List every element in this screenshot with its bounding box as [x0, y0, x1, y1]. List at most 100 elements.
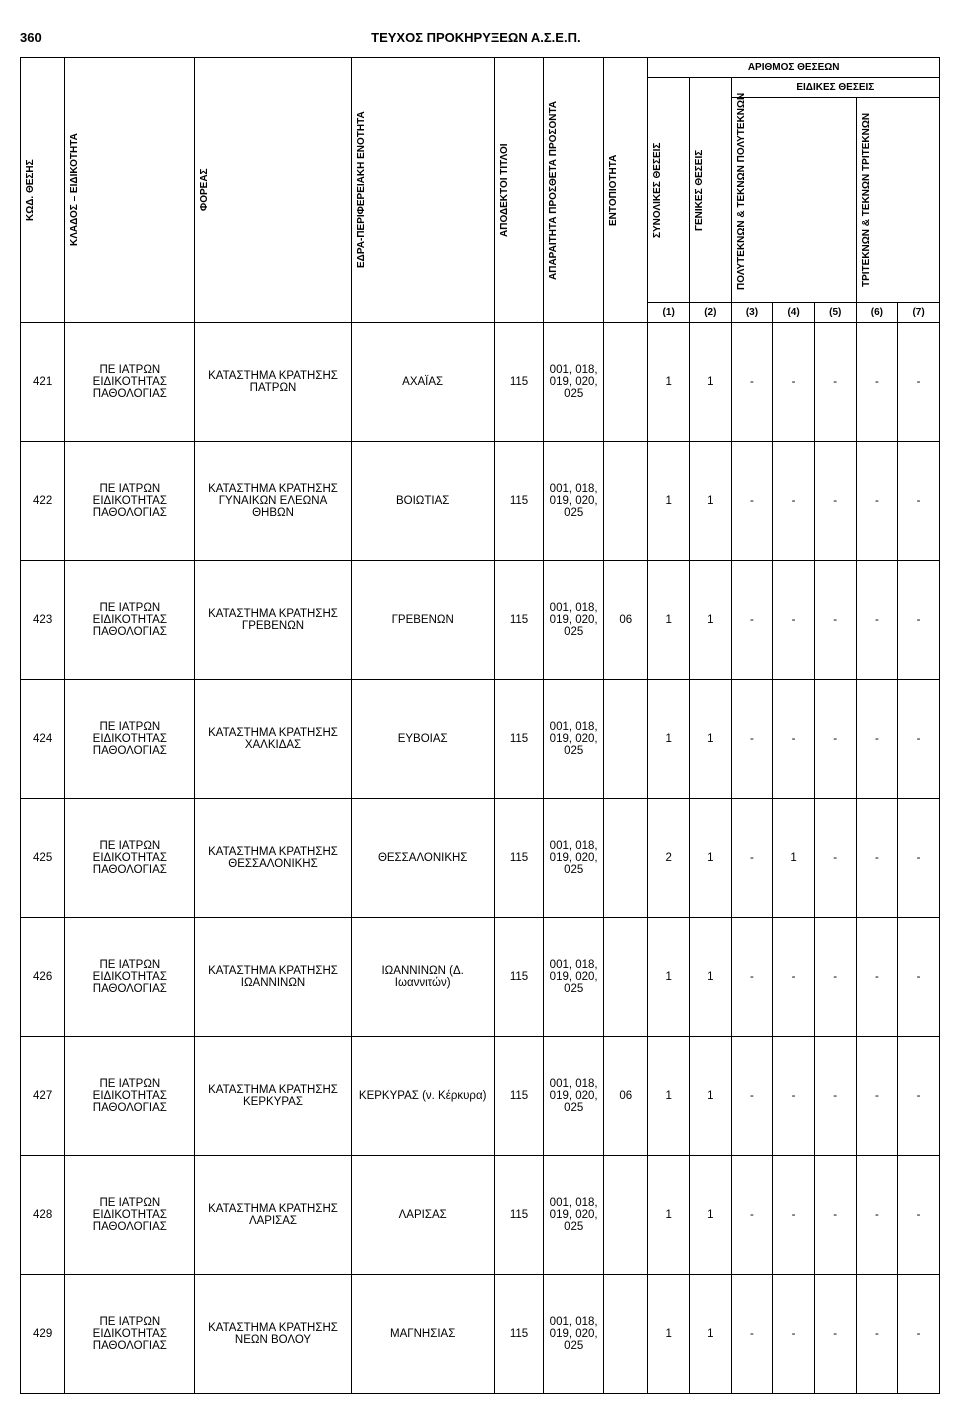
c1-cell: 2	[648, 799, 690, 918]
th-n3: (3)	[731, 303, 773, 323]
th-prosonta: ΑΠΑΡΑΙΤΗΤΑ ΠΡΟΣΘΕΤΑ ΠΡΟΣΟΝΤΑ	[546, 92, 561, 288]
th-n4: (4)	[773, 303, 815, 323]
c2-cell: 1	[689, 323, 731, 442]
page-title: ΤΕΥΧΟΣ ΠΡΟΚΗΡΥΞΕΩΝ Α.Σ.Ε.Π.	[371, 30, 580, 45]
c6-cell: -	[856, 1275, 898, 1394]
c2-cell: 1	[689, 442, 731, 561]
foreas-cell: ΚΑΤΑΣΤΗΜΑ ΚΡΑΤΗΣΗΣ ΓΡΕΒΕΝΩΝ	[195, 561, 351, 680]
kod-cell: 424	[21, 680, 65, 799]
c3-cell: -	[731, 1037, 773, 1156]
table-row: 426ΠΕ ΙΑΤΡΩΝ ΕΙΔΙΚΟΤΗΤΑΣ ΠΑΘΟΛΟΓΙΑΣΚΑΤΑΣ…	[21, 918, 940, 1037]
edra-cell: ΜΑΓΝΗΣΙΑΣ	[351, 1275, 494, 1394]
c2-cell: 1	[689, 680, 731, 799]
table-row: 427ΠΕ ΙΑΤΡΩΝ ΕΙΔΙΚΟΤΗΤΑΣ ΠΑΘΟΛΟΓΙΑΣΚΑΤΑΣ…	[21, 1037, 940, 1156]
entop-cell	[604, 1156, 648, 1275]
c7-cell: -	[898, 918, 940, 1037]
th-n5: (5)	[814, 303, 856, 323]
entop-cell	[604, 323, 648, 442]
table-row: 424ΠΕ ΙΑΤΡΩΝ ΕΙΔΙΚΟΤΗΤΑΣ ΠΑΘΟΛΟΓΙΑΣΚΑΤΑΣ…	[21, 680, 940, 799]
c3-cell: -	[731, 442, 773, 561]
foreas-cell: ΚΑΤΑΣΤΗΜΑ ΚΡΑΤΗΣΗΣ ΘΕΣΣΑΛΟΝΙΚΗΣ	[195, 799, 351, 918]
c4-cell: -	[773, 918, 815, 1037]
c5-cell: -	[814, 918, 856, 1037]
prosonta-cell: 001, 018, 019, 020, 025	[544, 1275, 604, 1394]
c6-cell: -	[856, 1156, 898, 1275]
edra-cell: ΙΩΑΝΝΙΝΩΝ (Δ. Ιωαννιτών)	[351, 918, 494, 1037]
entop-cell	[604, 1275, 648, 1394]
c4-cell: -	[773, 1275, 815, 1394]
titloi-cell: 115	[494, 799, 543, 918]
foreas-cell: ΚΑΤΑΣΤΗΜΑ ΚΡΑΤΗΣΗΣ ΚΕΡΚΥΡΑΣ	[195, 1037, 351, 1156]
kod-cell: 429	[21, 1275, 65, 1394]
kod-cell: 423	[21, 561, 65, 680]
table-row: 422ΠΕ ΙΑΤΡΩΝ ΕΙΔΙΚΟΤΗΤΑΣ ΠΑΘΟΛΟΓΙΑΣΚΑΤΑΣ…	[21, 442, 940, 561]
c2-cell: 1	[689, 561, 731, 680]
kod-cell: 427	[21, 1037, 65, 1156]
edra-cell: ΕΥΒΟΙΑΣ	[351, 680, 494, 799]
titloi-cell: 115	[494, 561, 543, 680]
c4-cell: -	[773, 1156, 815, 1275]
klados-cell: ΠΕ ΙΑΤΡΩΝ ΕΙΔΙΚΟΤΗΤΑΣ ΠΑΘΟΛΟΓΙΑΣ	[65, 1037, 195, 1156]
table-row: 425ΠΕ ΙΑΤΡΩΝ ΕΙΔΙΚΟΤΗΤΑΣ ΠΑΘΟΛΟΓΙΑΣΚΑΤΑΣ…	[21, 799, 940, 918]
table-row: 428ΠΕ ΙΑΤΡΩΝ ΕΙΔΙΚΟΤΗΤΑΣ ΠΑΘΟΛΟΓΙΑΣΚΑΤΑΣ…	[21, 1156, 940, 1275]
c7-cell: -	[898, 561, 940, 680]
entop-cell: 06	[604, 1037, 648, 1156]
c5-cell: -	[814, 1156, 856, 1275]
th-synolikes: ΣΥΝΟΛΙΚΕΣ ΘΕΣΕΙΣ	[650, 92, 665, 288]
c4-cell: 1	[773, 799, 815, 918]
th-arithmos: ΑΡΙΘΜΟΣ ΘΕΣΕΩΝ	[648, 58, 940, 78]
c6-cell: -	[856, 323, 898, 442]
titloi-cell: 115	[494, 1156, 543, 1275]
entop-cell	[604, 799, 648, 918]
klados-cell: ΠΕ ΙΑΤΡΩΝ ΕΙΔΙΚΟΤΗΤΑΣ ΠΑΘΟΛΟΓΙΑΣ	[65, 1156, 195, 1275]
c7-cell: -	[898, 799, 940, 918]
c1-cell: 1	[648, 442, 690, 561]
entop-cell: 06	[604, 561, 648, 680]
c7-cell: -	[898, 1037, 940, 1156]
c6-cell: -	[856, 799, 898, 918]
c1-cell: 1	[648, 1275, 690, 1394]
c4-cell: -	[773, 323, 815, 442]
c7-cell: -	[898, 323, 940, 442]
titloi-cell: 115	[494, 1037, 543, 1156]
c2-cell: 1	[689, 799, 731, 918]
c5-cell: -	[814, 561, 856, 680]
prosonta-cell: 001, 018, 019, 020, 025	[544, 1037, 604, 1156]
klados-cell: ΠΕ ΙΑΤΡΩΝ ΕΙΔΙΚΟΤΗΤΑΣ ΠΑΘΟΛΟΓΙΑΣ	[65, 918, 195, 1037]
foreas-cell: ΚΑΤΑΣΤΗΜΑ ΚΡΑΤΗΣΗΣ ΧΑΛΚΙΔΑΣ	[195, 680, 351, 799]
th-titloi: ΑΠΟΔΕΚΤΟΙ ΤΙΤΛΟΙ	[497, 92, 512, 288]
prosonta-cell: 001, 018, 019, 020, 025	[544, 799, 604, 918]
c3-cell: -	[731, 1156, 773, 1275]
c6-cell: -	[856, 561, 898, 680]
titloi-cell: 115	[494, 442, 543, 561]
table-row: 423ΠΕ ΙΑΤΡΩΝ ΕΙΔΙΚΟΤΗΤΑΣ ΠΑΘΟΛΟΓΙΑΣΚΑΤΑΣ…	[21, 561, 940, 680]
edra-cell: ΑΧΑΪΑΣ	[351, 323, 494, 442]
th-polyteknon: ΠΟΛΥΤΕΚΝΩΝ & ΤΕΚΝΩΝ ΠΟΛΥΤΕΚΝΩΝ	[734, 102, 749, 298]
klados-cell: ΠΕ ΙΑΤΡΩΝ ΕΙΔΙΚΟΤΗΤΑΣ ΠΑΘΟΛΟΓΙΑΣ	[65, 680, 195, 799]
c4-cell: -	[773, 442, 815, 561]
c1-cell: 1	[648, 1037, 690, 1156]
th-entop: ΕΝΤΟΠΙΟΤΗΤΑ	[606, 92, 621, 288]
prosonta-cell: 001, 018, 019, 020, 025	[544, 1156, 604, 1275]
titloi-cell: 115	[494, 1275, 543, 1394]
prosonta-cell: 001, 018, 019, 020, 025	[544, 561, 604, 680]
klados-cell: ΠΕ ΙΑΤΡΩΝ ΕΙΔΙΚΟΤΗΤΑΣ ΠΑΘΟΛΟΓΙΑΣ	[65, 442, 195, 561]
kod-cell: 426	[21, 918, 65, 1037]
c3-cell: -	[731, 1275, 773, 1394]
c3-cell: -	[731, 561, 773, 680]
c2-cell: 1	[689, 1037, 731, 1156]
c5-cell: -	[814, 1037, 856, 1156]
th-n6: (6)	[856, 303, 898, 323]
prosonta-cell: 001, 018, 019, 020, 025	[544, 442, 604, 561]
c3-cell: -	[731, 918, 773, 1037]
entop-cell	[604, 918, 648, 1037]
c4-cell: -	[773, 680, 815, 799]
c2-cell: 1	[689, 1275, 731, 1394]
c7-cell: -	[898, 680, 940, 799]
c7-cell: -	[898, 1156, 940, 1275]
th-foreas: ΦΟΡΕΑΣ	[197, 92, 212, 288]
edra-cell: ΒΟΙΩΤΙΑΣ	[351, 442, 494, 561]
prosonta-cell: 001, 018, 019, 020, 025	[544, 680, 604, 799]
th-klados: ΚΛΑΔΟΣ – ΕΙΔΙΚΟΤΗΤΑ	[67, 92, 82, 288]
c6-cell: -	[856, 918, 898, 1037]
